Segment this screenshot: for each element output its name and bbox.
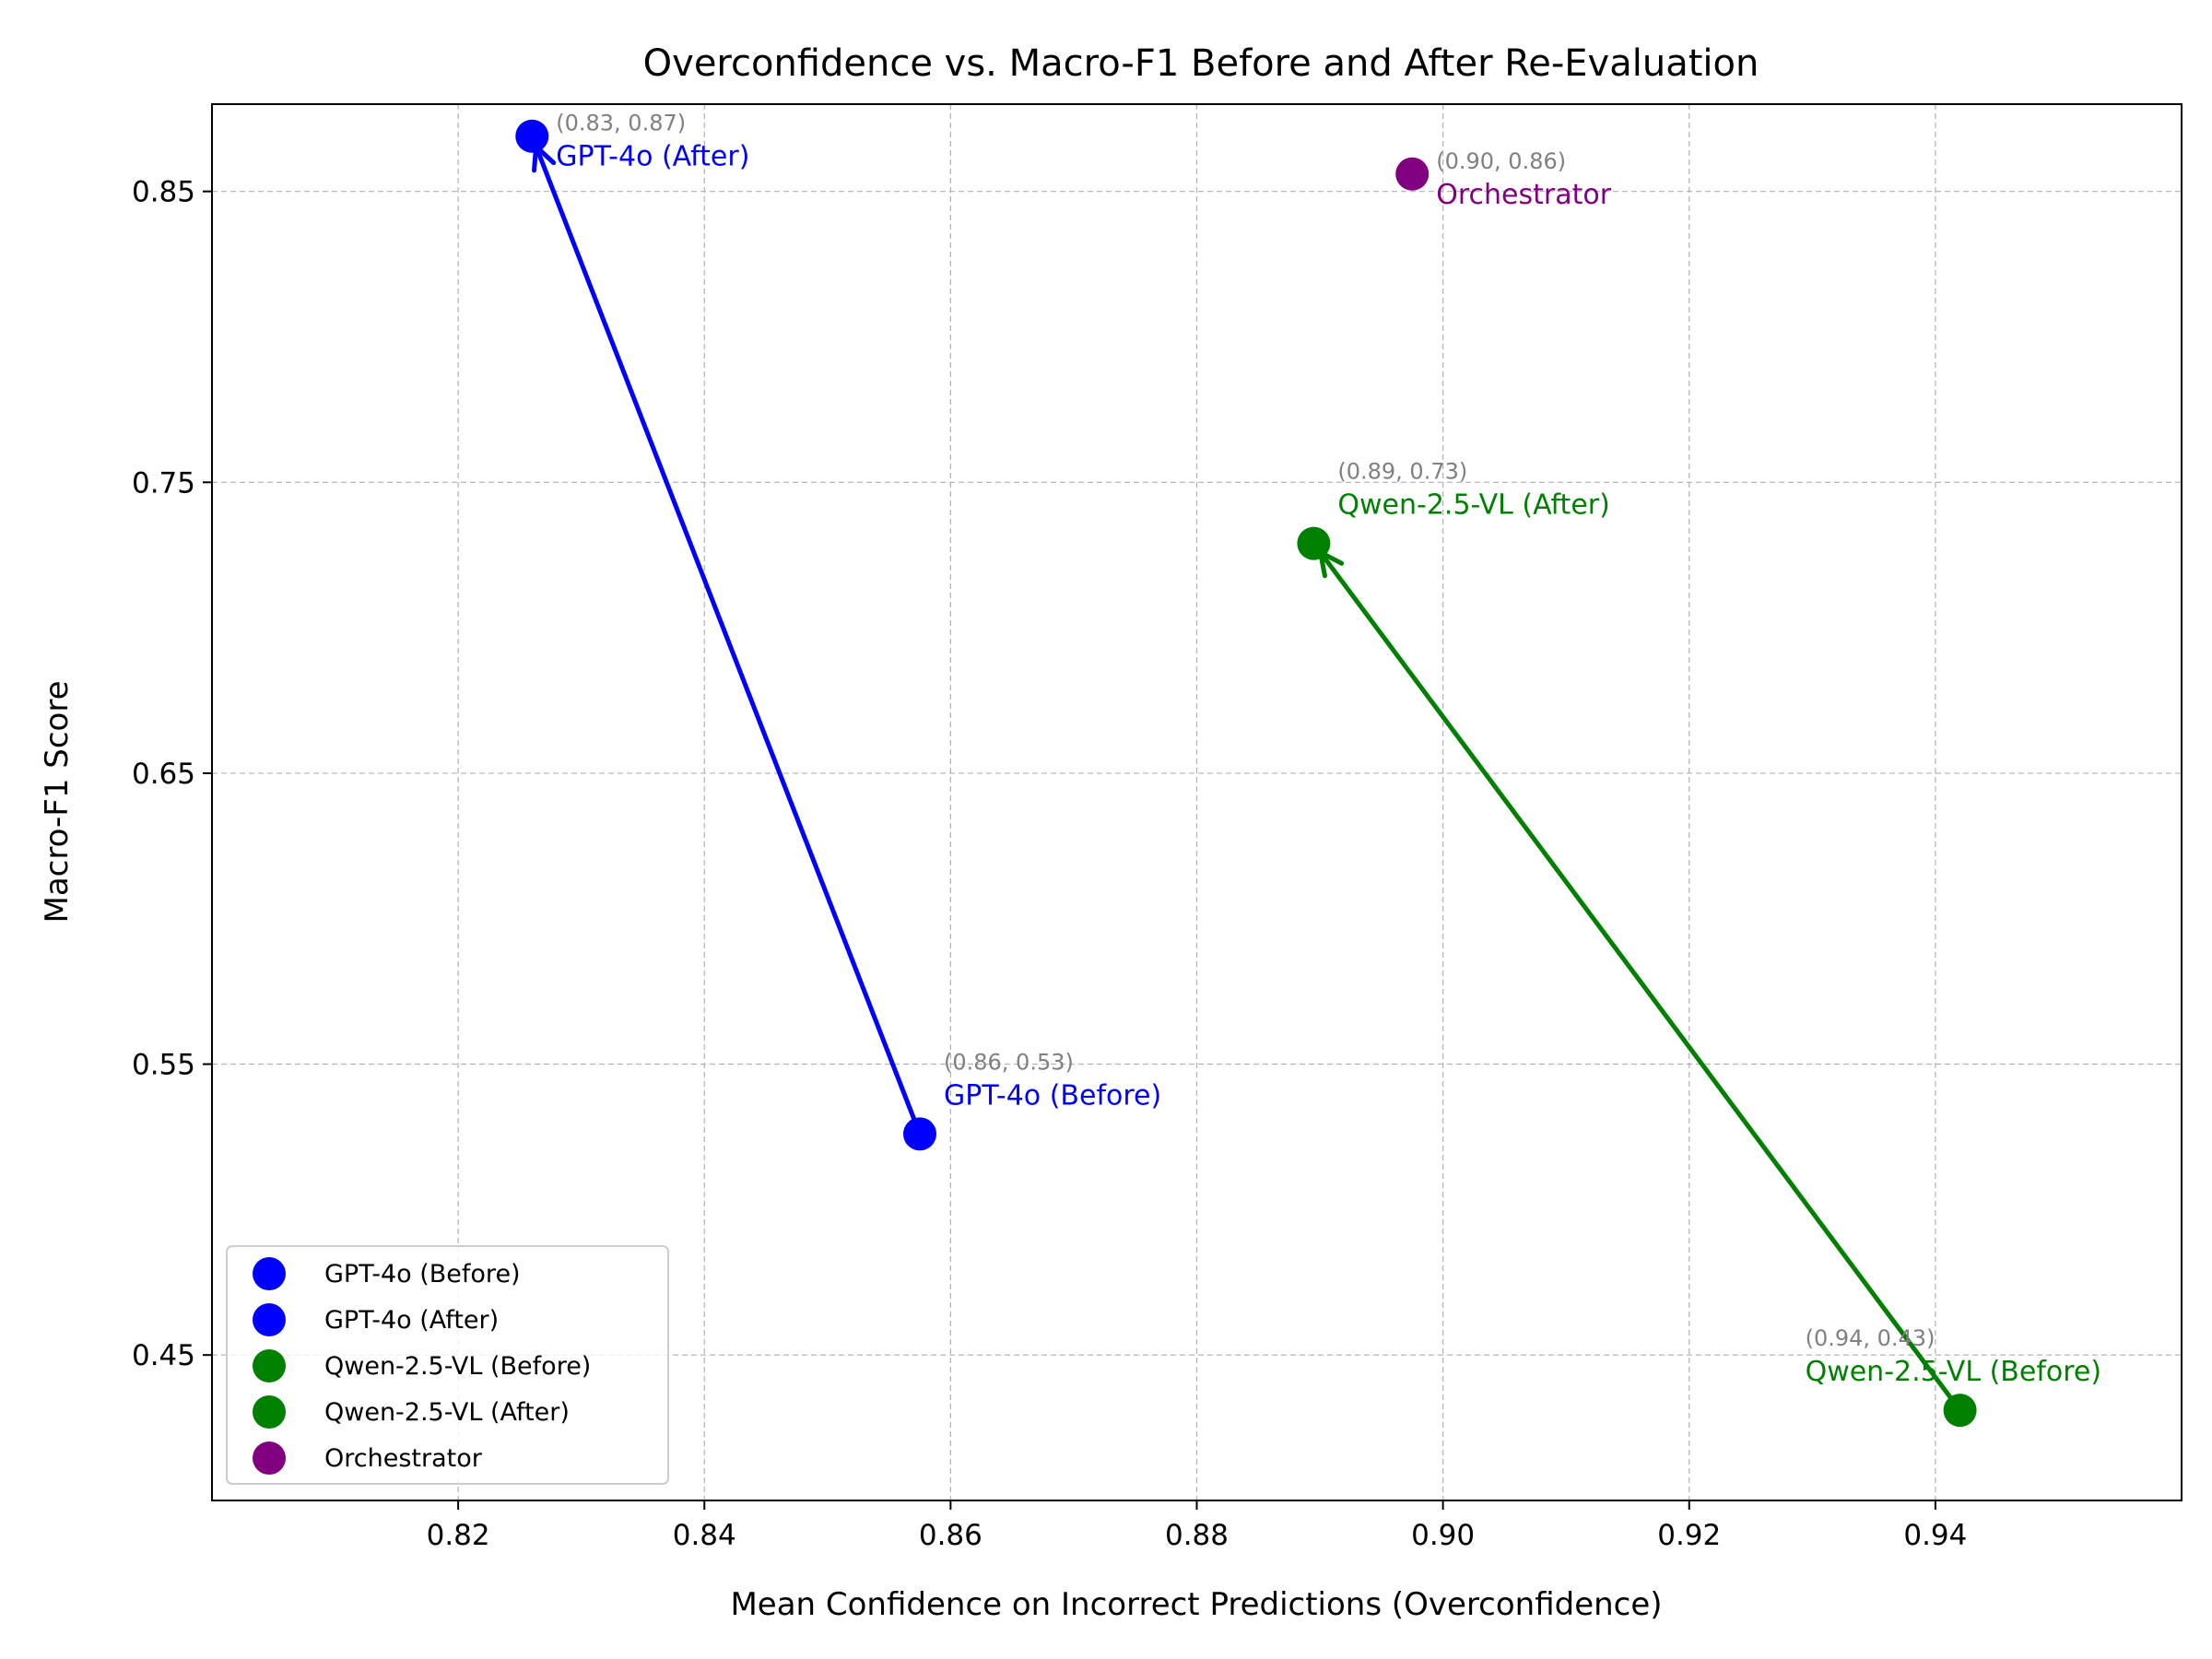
- legend-label: GPT-4o (Before): [324, 1260, 521, 1288]
- coordinate-label: (0.94, 0.43): [1806, 1325, 1936, 1351]
- coordinate-label: (0.83, 0.87): [556, 111, 686, 136]
- x-tick-label: 0.84: [673, 1519, 736, 1552]
- chart-title: Overconfidence vs. Macro-F1 Before and A…: [643, 42, 1759, 85]
- data-point: [1297, 526, 1331, 560]
- legend-frame: [226, 1245, 669, 1485]
- point-label: GPT-4o (Before): [944, 1079, 1161, 1112]
- data-point: [1395, 157, 1430, 191]
- data-point: [902, 1117, 936, 1151]
- x-axis-ticks: 0.82 0.84 0.86 0.88 0.90 0.92 0.94: [427, 1500, 1967, 1552]
- y-axis-ticks: 0.45 0.55 0.65 0.75 0.85: [132, 176, 212, 1372]
- grid-lines: [212, 104, 2182, 1500]
- point-label: GPT-4o (After): [556, 141, 749, 173]
- data-point: [515, 119, 549, 153]
- x-tick-label: 0.88: [1165, 1519, 1229, 1552]
- point-label: Qwen-2.5-VL (After): [1337, 489, 1609, 522]
- legend-items: GPT-4o (Before) GPT-4o (After) Qwen-2.5-VL…: [253, 1257, 591, 1475]
- legend-marker: [253, 1395, 286, 1429]
- data-points: [515, 119, 1977, 1428]
- y-axis-label: Macro-F1 Score: [39, 680, 76, 923]
- arrow-shaft: [534, 145, 923, 1135]
- legend-marker: [253, 1349, 286, 1382]
- x-tick-label: 0.82: [427, 1519, 490, 1552]
- y-tick-label: 0.55: [132, 1049, 195, 1082]
- x-tick-label: 0.90: [1411, 1519, 1475, 1552]
- x-tick-label: 0.92: [1657, 1519, 1721, 1552]
- legend-marker: [253, 1303, 286, 1336]
- coordinate-label: (0.86, 0.53): [944, 1049, 1074, 1075]
- legend-label: Orchestrator: [324, 1444, 483, 1473]
- y-tick-label: 0.45: [132, 1339, 195, 1372]
- x-tick-label: 0.94: [1903, 1519, 1967, 1552]
- coordinate-label: (0.89, 0.73): [1337, 459, 1467, 485]
- data-point: [1943, 1394, 1977, 1428]
- y-tick-label: 0.85: [132, 176, 195, 209]
- arrows: [532, 141, 1962, 1412]
- y-tick-label: 0.65: [132, 758, 195, 791]
- coordinate-label: (0.90, 0.86): [1436, 148, 1566, 174]
- point-labels: (0.86, 0.53) GPT-4o (Before) (0.83, 0.87) G…: [556, 111, 2101, 1388]
- legend-marker: [253, 1257, 286, 1290]
- x-axis-label: Mean Confidence on Incorrect Predictions…: [730, 1586, 1662, 1623]
- x-tick-label: 0.86: [919, 1519, 982, 1552]
- legend-label: Qwen-2.5-VL (Before): [324, 1352, 591, 1381]
- legend-marker: [253, 1441, 286, 1475]
- legend-label: GPT-4o (After): [324, 1306, 499, 1335]
- point-label: Qwen-2.5-VL (Before): [1806, 1356, 2101, 1388]
- point-label: Orchestrator: [1436, 179, 1611, 211]
- legend: GPT-4o (Before) GPT-4o (After) Qwen-2.5-VL…: [226, 1245, 669, 1485]
- arrow-shaft: [1318, 550, 1962, 1412]
- legend-label: Qwen-2.5-VL (After): [324, 1398, 570, 1427]
- y-tick-label: 0.75: [132, 466, 195, 500]
